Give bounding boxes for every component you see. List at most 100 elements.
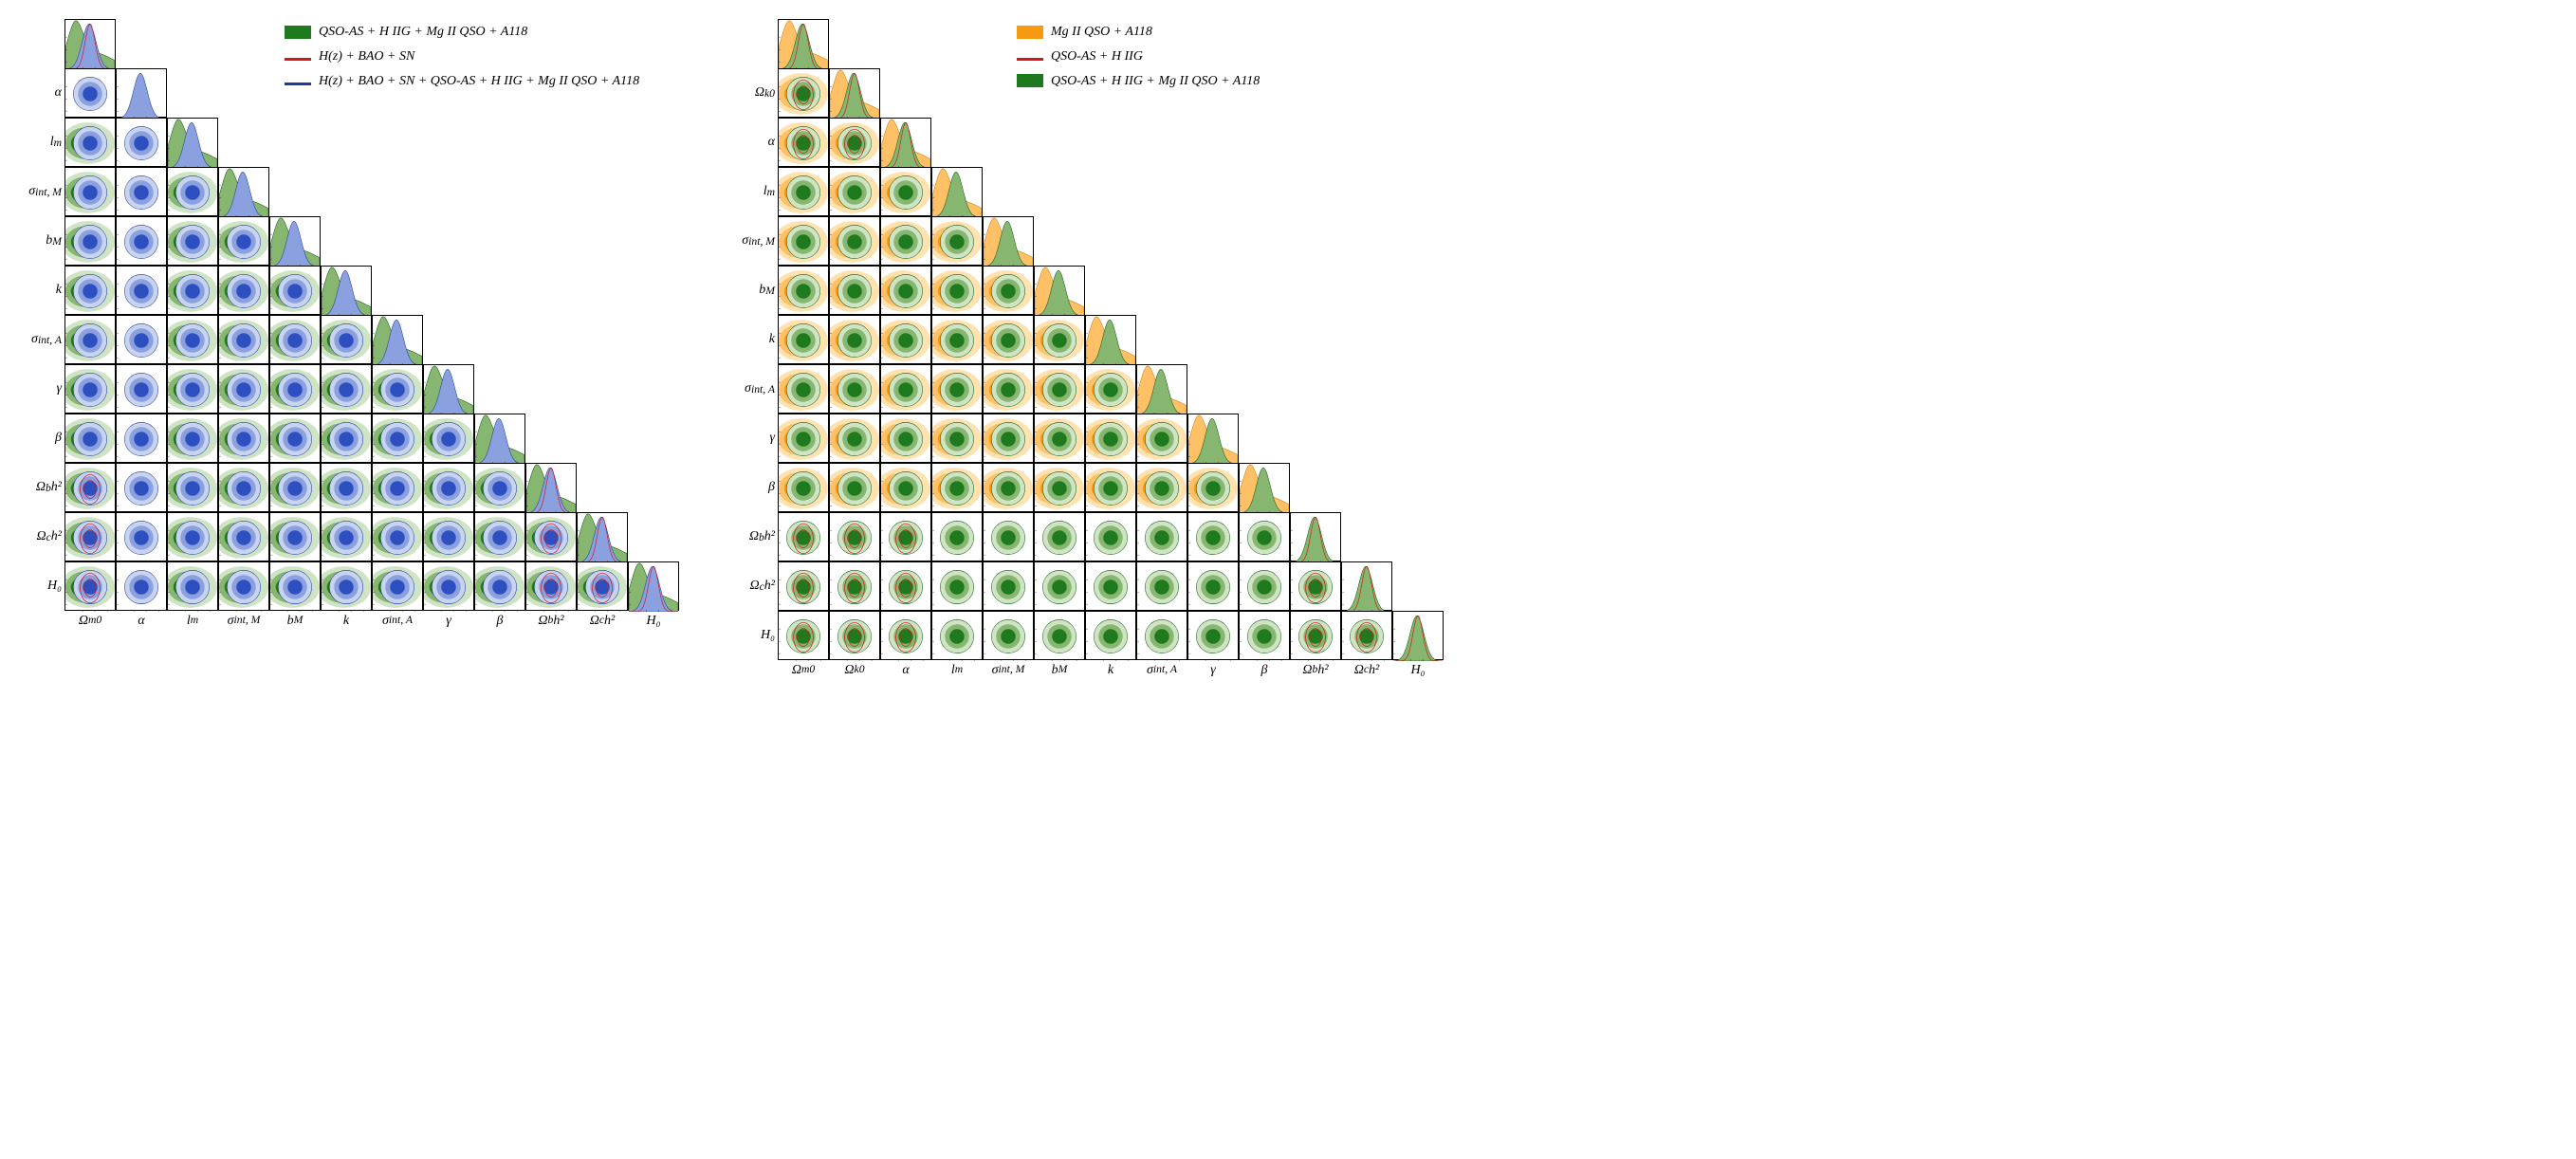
x-axis-label: γ — [423, 611, 474, 637]
posterior-2d — [372, 463, 423, 512]
posterior-2d — [931, 216, 983, 266]
posterior-1d — [64, 19, 116, 68]
posterior-2d — [218, 216, 269, 266]
posterior-2d — [321, 315, 372, 364]
posterior-2d — [269, 463, 321, 512]
y-axis-label: Ωb h² — [19, 463, 64, 512]
posterior-2d — [372, 512, 423, 561]
y-axis-label: bM — [19, 216, 64, 266]
posterior-2d — [372, 364, 423, 414]
posterior-2d — [525, 512, 577, 561]
posterior-2d — [778, 364, 829, 414]
posterior-1d — [829, 68, 880, 118]
posterior-2d — [778, 315, 829, 364]
posterior-2d — [1187, 561, 1239, 611]
y-axis-label: Ωc h² — [19, 512, 64, 561]
posterior-2d — [983, 463, 1034, 512]
posterior-2d — [778, 167, 829, 216]
legend-swatch — [285, 26, 311, 39]
posterior-1d — [628, 561, 679, 611]
posterior-2d — [116, 512, 167, 561]
x-axis-label: k — [1085, 660, 1136, 687]
posterior-2d — [880, 364, 931, 414]
legend-item: H(z) + BAO + SN — [285, 46, 639, 68]
posterior-1d — [269, 216, 321, 266]
posterior-2d — [829, 315, 880, 364]
posterior-2d — [931, 463, 983, 512]
posterior-2d — [218, 315, 269, 364]
legend-label: QSO-AS + H IIG + Mg II QSO + A118 — [319, 21, 527, 44]
posterior-2d — [931, 266, 983, 315]
posterior-2d — [525, 561, 577, 611]
x-axis-label: σint, A — [1136, 660, 1187, 687]
posterior-2d — [167, 315, 218, 364]
posterior-1d — [1085, 315, 1136, 364]
posterior-2d — [983, 266, 1034, 315]
posterior-2d — [167, 414, 218, 463]
posterior-2d — [778, 216, 829, 266]
y-axis-label: β — [732, 463, 778, 512]
posterior-2d — [474, 561, 525, 611]
x-axis-label: bM — [1034, 660, 1085, 687]
posterior-2d — [829, 414, 880, 463]
posterior-2d — [983, 414, 1034, 463]
posterior-1d — [218, 167, 269, 216]
posterior-2d — [1136, 561, 1187, 611]
y-axis-label: lm — [732, 167, 778, 216]
posterior-2d — [1034, 611, 1085, 660]
posterior-2d — [1136, 611, 1187, 660]
posterior-2d — [1239, 561, 1290, 611]
posterior-2d — [1290, 611, 1341, 660]
x-axis-label: σint, M — [218, 611, 269, 637]
posterior-2d — [64, 463, 116, 512]
x-axis-label: Ωc h² — [577, 611, 628, 637]
posterior-2d — [116, 414, 167, 463]
y-axis-label: bM — [732, 266, 778, 315]
posterior-2d — [64, 68, 116, 118]
posterior-2d — [64, 414, 116, 463]
y-axis-label: γ — [732, 414, 778, 463]
posterior-1d — [1187, 414, 1239, 463]
legend-swatch — [1017, 58, 1043, 61]
posterior-2d — [218, 512, 269, 561]
posterior-2d — [778, 463, 829, 512]
posterior-2d — [116, 216, 167, 266]
posterior-2d — [321, 414, 372, 463]
posterior-2d — [983, 561, 1034, 611]
posterior-2d — [931, 315, 983, 364]
posterior-1d — [116, 68, 167, 118]
posterior-2d — [423, 414, 474, 463]
posterior-2d — [829, 167, 880, 216]
posterior-1d — [525, 463, 577, 512]
y-axis-label: α — [732, 118, 778, 167]
posterior-2d — [1085, 611, 1136, 660]
legend-swatch — [285, 83, 311, 85]
posterior-1d — [167, 118, 218, 167]
posterior-2d — [167, 512, 218, 561]
x-axis-label: Ωb h² — [525, 611, 577, 637]
posterior-2d — [423, 512, 474, 561]
posterior-2d — [116, 364, 167, 414]
x-axis-label: β — [474, 611, 525, 637]
posterior-1d — [1392, 611, 1444, 660]
legend-swatch — [285, 58, 311, 61]
posterior-2d — [1034, 512, 1085, 561]
x-axis-label: β — [1239, 660, 1290, 687]
posterior-2d — [167, 266, 218, 315]
posterior-1d — [1341, 561, 1392, 611]
posterior-2d — [983, 512, 1034, 561]
legend-item: QSO-AS + H IIG — [1017, 46, 1260, 68]
posterior-2d — [1034, 315, 1085, 364]
posterior-1d — [577, 512, 628, 561]
posterior-1d — [880, 118, 931, 167]
y-axis-label: σint, M — [19, 167, 64, 216]
x-axis-label: α — [880, 660, 931, 687]
posterior-2d — [269, 512, 321, 561]
posterior-2d — [931, 561, 983, 611]
y-axis-label: k — [19, 266, 64, 315]
posterior-2d — [116, 167, 167, 216]
posterior-2d — [931, 364, 983, 414]
posterior-2d — [1085, 561, 1136, 611]
posterior-2d — [880, 611, 931, 660]
legend-label: Mg II QSO + A118 — [1051, 21, 1152, 44]
